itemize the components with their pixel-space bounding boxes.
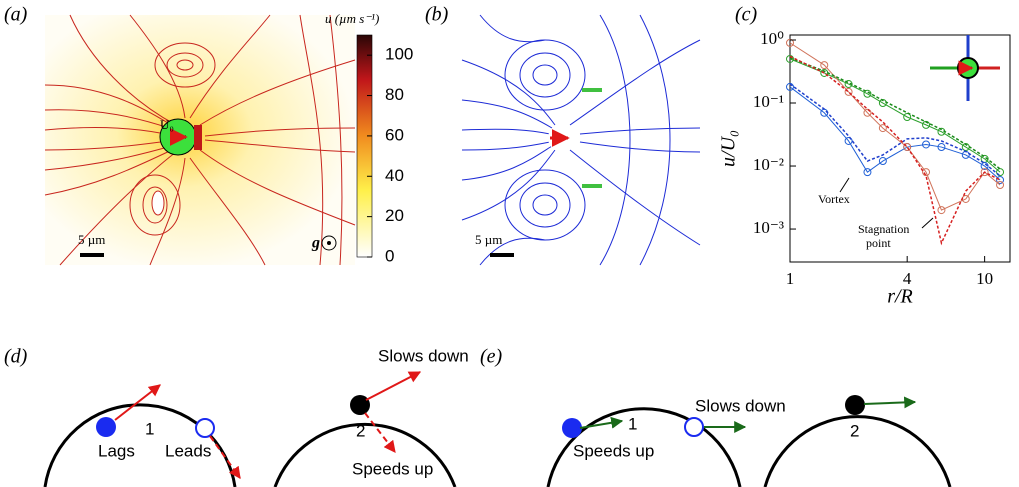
colorbar-label: u (µm s⁻¹) <box>325 11 379 26</box>
y-tick-label: 10⁻² <box>753 155 784 174</box>
point-number: 2 <box>850 421 859 440</box>
velocity-label: U₀ <box>160 117 174 132</box>
scale-bar-label: 5 µm <box>78 232 105 247</box>
panel-b-field <box>462 15 700 265</box>
panel-label: (d) <box>4 346 28 368</box>
colorbar-tick-label: 100 <box>385 45 413 64</box>
annotation: Leads <box>165 441 211 460</box>
colorbar-tick-label: 20 <box>385 206 404 225</box>
panel-label: (a) <box>4 4 28 26</box>
point-number: 1 <box>145 419 154 438</box>
annotation: Speeds up <box>573 441 654 460</box>
colorbar-tick-label: 0 <box>385 246 394 265</box>
point-number: 1 <box>628 414 637 433</box>
colorbar-tick-label: 40 <box>385 166 404 185</box>
annotation: Slows down <box>378 346 469 365</box>
colorbar-ticks: 0 20 40 60 80 100 <box>367 45 413 266</box>
x-tick-label: 1 <box>786 269 795 288</box>
point-number: 2 <box>356 421 365 440</box>
gravity-label: g <box>311 235 320 252</box>
scale-bar-label: 5 µm <box>475 232 502 247</box>
annotation: Vortex <box>818 192 850 206</box>
colorbar-tick-label: 80 <box>385 85 404 104</box>
panel-label: (e) <box>480 346 503 368</box>
x-axis-label: r/R <box>887 286 913 308</box>
panel-a-field <box>45 15 372 265</box>
y-tick-label: 10⁰ <box>760 29 784 48</box>
annotation: point <box>866 236 891 250</box>
annotation: Speeds up <box>352 459 433 478</box>
annotation: Slows down <box>695 396 786 415</box>
y-axis-label: u/U₀ <box>718 130 740 167</box>
annotation-arrow <box>840 178 849 192</box>
annotation: Lags <box>98 441 135 460</box>
x-tick-label: 10 <box>976 269 993 288</box>
panel-label: (c) <box>735 4 758 26</box>
panel-label: (b) <box>425 4 449 26</box>
annotation-arrow <box>922 218 933 228</box>
colorbar-tick-label: 60 <box>385 125 404 144</box>
y-tick-label: 10⁻³ <box>753 218 784 237</box>
annotation: Stagnation <box>858 222 909 236</box>
y-tick-label: 10⁻¹ <box>753 92 784 111</box>
figure: (a) U₀ 5 µm g u (µm s⁻¹) 0 20 40 60 80 100 (b… <box>0 0 1019 487</box>
